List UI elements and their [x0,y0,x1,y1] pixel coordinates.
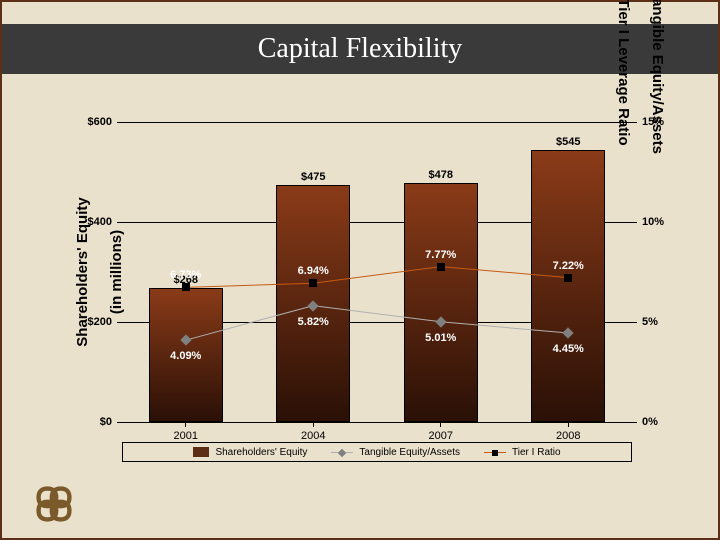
legend-label: Shareholders' Equity [215,447,307,458]
tier1-ratio-marker [182,283,190,291]
y-right-tick-label: 0% [642,416,658,428]
x-tick-label: 2007 [429,430,453,442]
legend-swatch [193,447,209,457]
x-tick-label: 2004 [301,430,325,442]
tier1-ratio-value-label: 7.77% [425,249,456,261]
legend-swatch [484,452,506,453]
tangible-equity-value-label: 4.09% [170,350,201,362]
y-axis-left-label: Shareholders' Equity (in millions) [57,152,125,392]
tier1-ratio-value-label: 6.94% [298,265,329,277]
tangible-equity-value-label: 5.01% [425,332,456,344]
x-tick-mark [313,422,314,427]
y-right-tick-label: 10% [642,216,664,228]
x-tick-label: 2008 [556,430,580,442]
legend-item: Tangible Equity/Assets [331,447,460,458]
tier1-ratio-marker [309,279,317,287]
tangible-equity-value-label: 5.82% [298,316,329,328]
slide: Capital Flexibility Shareholders' Equity… [0,0,720,540]
tier1-ratio-marker [437,263,445,271]
legend-item: Shareholders' Equity [193,447,307,458]
tangible-equity-line [186,306,569,341]
legend-item: Tier I Ratio [484,447,561,458]
legend-label: Tier I Ratio [512,447,561,458]
y-right-label-line1: Tangible Equity/Assets [649,0,666,154]
x-tick-mark [440,422,441,427]
logo-icon [32,482,76,526]
x-tick-mark [185,422,186,427]
y-left-tick-label: $0 [62,416,112,428]
tier1-ratio-value-label: 6.73% [170,269,201,281]
y-left-tick-label: $200 [62,316,112,328]
y-right-tick-label: 5% [642,316,658,328]
tier1-ratio-line [186,267,569,288]
tier1-ratio-value-label: 7.22% [553,260,584,272]
tier1-ratio-marker [564,274,572,282]
gridline [117,422,637,423]
title-bar: Capital Flexibility [2,24,718,74]
x-tick-label: 2001 [174,430,198,442]
legend-swatch [331,452,353,453]
x-tick-mark [568,422,569,427]
tangible-equity-value-label: 4.45% [553,343,584,355]
legend: Shareholders' Equity Tangible Equity/Asse… [122,442,632,462]
y-left-tick-label: $400 [62,216,112,228]
legend-label: Tangible Equity/Assets [359,447,460,458]
slide-title: Capital Flexibility [258,33,463,64]
plot-area: $0$200$400$6000%5%10%15%2001200420072008… [122,122,632,422]
y-left-tick-label: $600 [62,116,112,128]
y-right-tick-label: 15% [642,116,664,128]
